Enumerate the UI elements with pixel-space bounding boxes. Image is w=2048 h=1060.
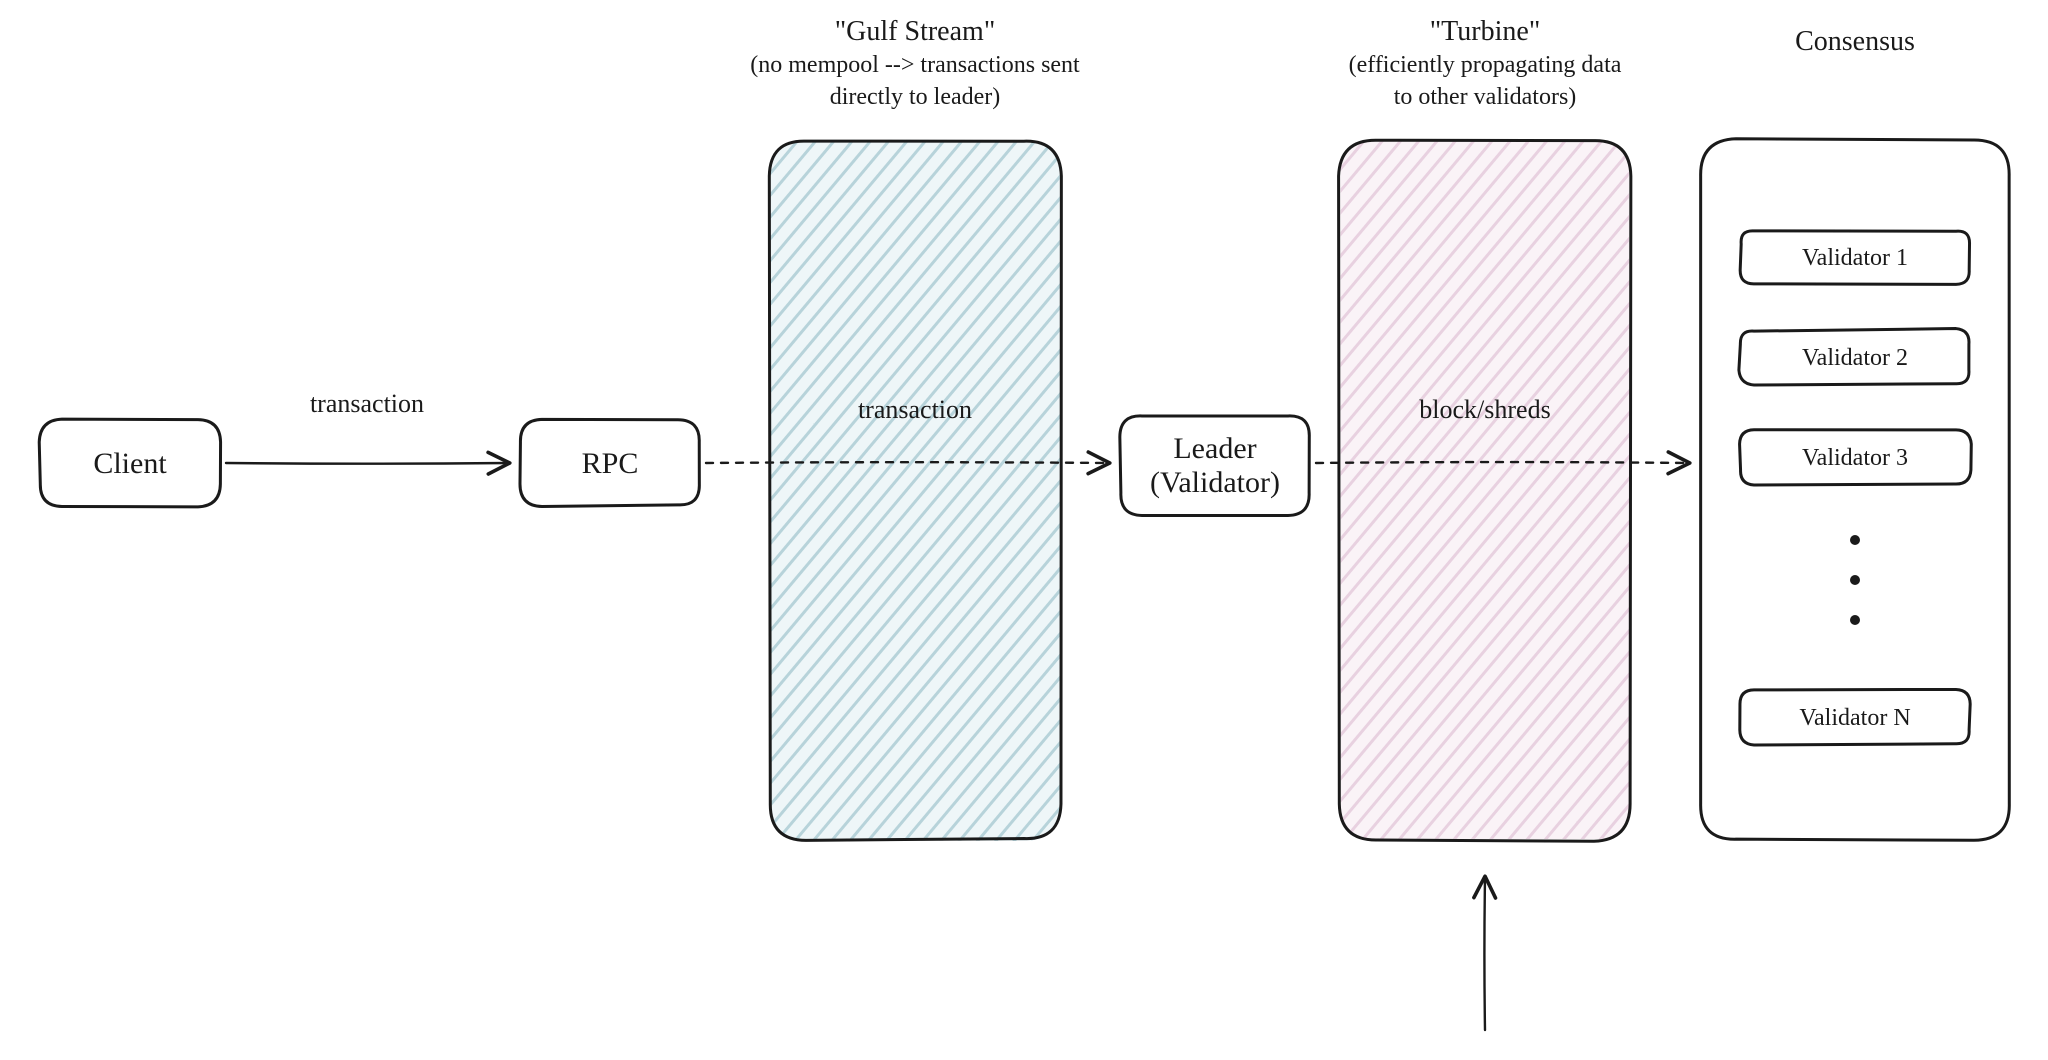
lane-turbine	[1339, 139, 1631, 841]
validator-dots-1	[1850, 575, 1860, 585]
validator-label-0: Validator 1	[1802, 245, 1908, 271]
node-leader-label-1: (Validator)	[1150, 466, 1280, 499]
validator-label-2: Validator 3	[1802, 445, 1908, 471]
diagram-canvas: "Gulf Stream" (no mempool --> transaction…	[0, 0, 2048, 1060]
lane-gulf-title-1: (no mempool --> transactions sent	[750, 52, 1080, 78]
validator-label-1: Validator 2	[1802, 345, 1908, 371]
edge-e1-label: transaction	[310, 389, 424, 418]
lane-gulf-title-0: "Gulf Stream"	[835, 16, 996, 47]
lane-turbine-midlabel: block/shreds	[1419, 395, 1550, 424]
validator-dots-2	[1850, 615, 1860, 625]
node-rpc-label-0: RPC	[582, 447, 639, 480]
validator-label-last: Validator N	[1799, 705, 1910, 731]
node-client-label-0: Client	[93, 447, 167, 480]
node-leader-label-0: Leader	[1173, 432, 1256, 465]
edge-e4	[1484, 878, 1485, 1030]
lane-turbine-title-2: to other validators)	[1394, 84, 1577, 110]
lane-turbine-title-1: (efficiently propagating data	[1349, 52, 1622, 78]
validator-dots-0	[1850, 535, 1860, 545]
edge-e1	[226, 463, 508, 464]
lane-turbine-title-0: "Turbine"	[1430, 16, 1541, 47]
lane-gulf	[769, 140, 1062, 841]
consensus-title: Consensus	[1795, 26, 1915, 57]
lane-gulf-title-2: directly to leader)	[830, 84, 1001, 110]
lane-gulf-midlabel: transaction	[858, 395, 972, 424]
